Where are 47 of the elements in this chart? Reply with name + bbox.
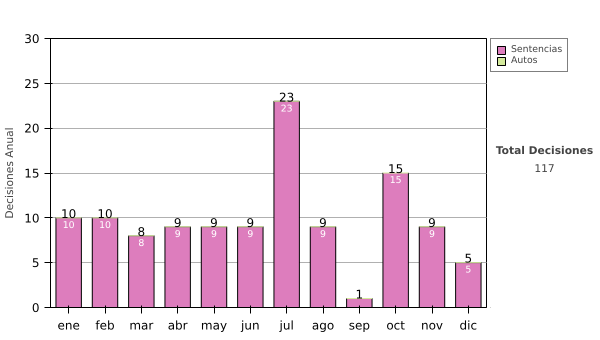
y-tick-label: 30 <box>24 32 40 46</box>
text: Total Decisiones <box>496 144 594 157</box>
y-axis-title: Decisiones Anual <box>3 127 16 219</box>
total-label: 9 <box>174 216 182 230</box>
data-label: 9 <box>247 228 254 240</box>
total-label: 9 <box>319 216 327 230</box>
data-label: 23 <box>280 103 293 114</box>
x-tick-label: jun <box>240 318 260 332</box>
data-label: 9 <box>174 228 181 240</box>
x-tick-label: oct <box>386 318 406 332</box>
x-tick-label: nov <box>420 318 444 332</box>
y-tick-label: 25 <box>24 76 40 91</box>
y-tick-label: 15 <box>24 166 40 180</box>
total-label: 1 <box>356 288 364 302</box>
total-label: 10 <box>97 206 113 221</box>
text: 117 <box>534 162 555 175</box>
legend-label: Autos <box>511 55 538 66</box>
y-tick-label: 0 <box>32 301 40 315</box>
data-label: 15 <box>390 175 402 186</box>
data-label: 9 <box>211 228 218 240</box>
x-tick-label: mar <box>129 318 154 332</box>
y-tick-label: 5 <box>32 256 40 270</box>
x-tick-label: abr <box>168 318 188 332</box>
x-tick-label: may <box>200 318 228 332</box>
data-label: 9 <box>429 228 436 240</box>
x-tick-label: ago <box>312 318 334 332</box>
y-tick-label: 20 <box>24 122 40 136</box>
total-label: 9 <box>428 216 436 230</box>
legend-label: Sentencias <box>511 44 562 55</box>
total-label: 15 <box>388 162 404 176</box>
y-tick-label: 10 <box>24 211 40 226</box>
data-label: 9 <box>320 228 326 240</box>
data-label: 10 <box>62 220 75 231</box>
data-label: 5 <box>465 264 472 276</box>
total-label: 23 <box>279 90 294 104</box>
x-tick-label: feb <box>95 318 115 332</box>
data-label: 10 <box>99 220 111 231</box>
total-label: 9 <box>246 216 254 230</box>
total-label: 9 <box>210 216 218 230</box>
data-label: 8 <box>138 238 144 249</box>
x-tick-label: sep <box>348 318 370 332</box>
total-label: 8 <box>138 224 146 239</box>
x-tick-label: ene <box>57 318 80 332</box>
total-label: 10 <box>61 206 76 221</box>
x-tick-label: dic <box>460 318 478 332</box>
total-label: 5 <box>464 252 472 266</box>
x-tick-label: jul <box>278 318 294 332</box>
